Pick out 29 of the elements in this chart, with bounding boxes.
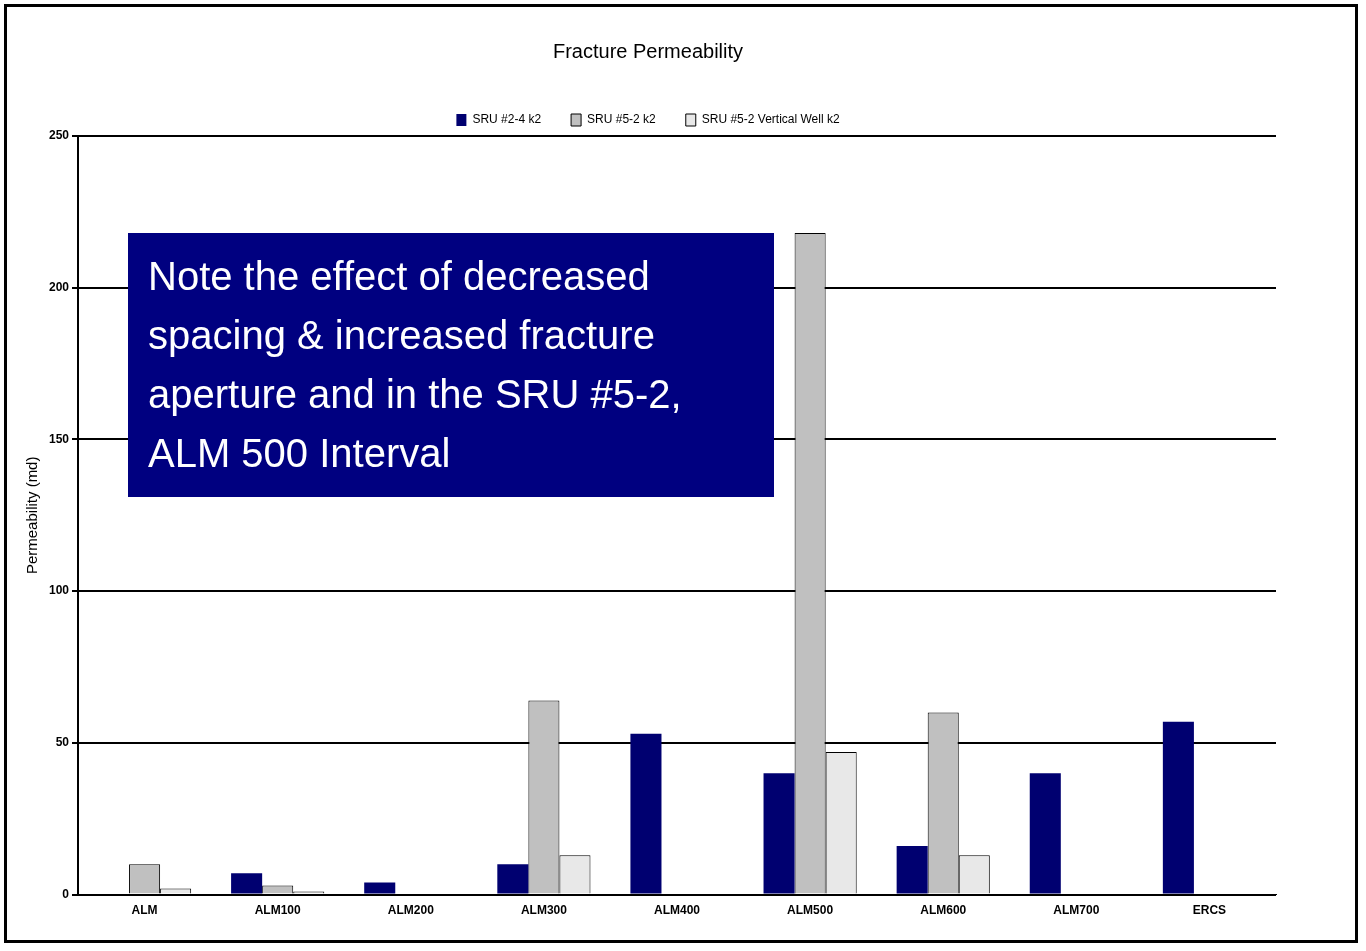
bar	[364, 882, 396, 894]
annotation: Note the effect of decreased spacing & increased fracture aperture and in the SRU #5-2, ALM 500 Interval	[128, 233, 774, 497]
x-tick-label: ALM	[131, 903, 158, 918]
y-tick-label: 250	[48, 128, 70, 143]
x-tick-label: ALM600	[920, 903, 967, 918]
x-tick-label: ALM700	[1053, 903, 1100, 918]
y-tick-label: 100	[48, 583, 70, 598]
x-tick-label: ALM100	[254, 903, 302, 918]
legend-label: SRU #5-2 k2	[587, 112, 657, 127]
bar	[763, 773, 795, 894]
x-tick-label: ERCS	[1192, 903, 1227, 918]
x-tick-label: ALM200	[387, 903, 435, 918]
bar	[630, 733, 662, 894]
chart-title: Fracture Permeability	[552, 39, 744, 62]
y-tick-label: 150	[48, 431, 70, 446]
bar	[231, 873, 263, 894]
y-tick-label: 50	[55, 735, 70, 750]
legend-label: SRU #5-2 Vertical Well k2	[701, 112, 840, 127]
x-tick-label: ALM400	[654, 903, 701, 918]
x-tick-label: ALM500	[787, 903, 834, 918]
bar	[1029, 773, 1061, 894]
y-tick-label: 0	[62, 886, 70, 901]
bar	[497, 864, 529, 894]
bar	[896, 846, 928, 894]
y-axis-title: Permeability (md)	[23, 456, 41, 575]
bar	[1162, 721, 1194, 894]
x-tick-label: ALM300	[520, 903, 568, 918]
legend-label: SRU #2-4 k2	[472, 112, 542, 127]
y-tick-label: 200	[48, 280, 70, 295]
